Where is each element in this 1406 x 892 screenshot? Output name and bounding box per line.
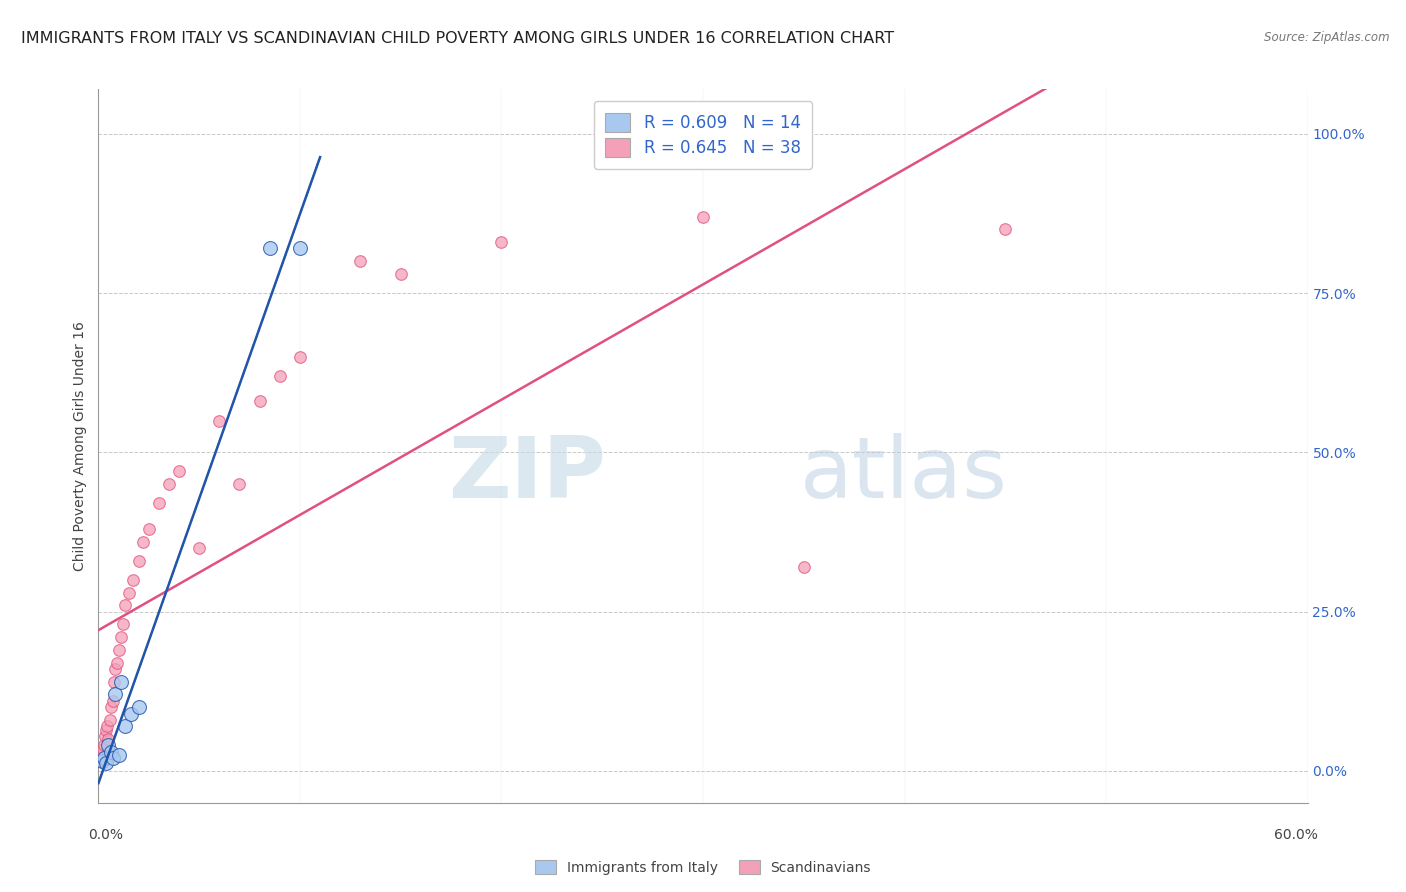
Y-axis label: Child Poverty Among Girls Under 16: Child Poverty Among Girls Under 16 bbox=[73, 321, 87, 571]
Point bbox=[103, 674, 125, 689]
Point bbox=[138, 522, 160, 536]
Point bbox=[994, 222, 1017, 236]
Point bbox=[103, 662, 125, 676]
Point bbox=[167, 465, 190, 479]
Point bbox=[132, 534, 155, 549]
Point bbox=[491, 235, 513, 249]
Point bbox=[249, 394, 271, 409]
Point bbox=[793, 560, 815, 574]
Legend: R = 0.609   N = 14, R = 0.645   N = 38: R = 0.609 N = 14, R = 0.645 N = 38 bbox=[593, 101, 813, 169]
Point bbox=[105, 656, 128, 670]
Point bbox=[692, 210, 714, 224]
Text: IMMIGRANTS FROM ITALY VS SCANDINAVIAN CHILD POVERTY AMONG GIRLS UNDER 16 CORRELA: IMMIGRANTS FROM ITALY VS SCANDINAVIAN CH… bbox=[21, 31, 894, 46]
Point bbox=[157, 477, 180, 491]
Point bbox=[288, 242, 311, 256]
Point bbox=[97, 739, 120, 753]
Point bbox=[118, 585, 141, 599]
Point bbox=[96, 756, 118, 771]
Point bbox=[96, 723, 118, 737]
Text: 60.0%: 60.0% bbox=[1274, 829, 1317, 842]
Point bbox=[107, 643, 129, 657]
Point bbox=[259, 242, 281, 256]
Point bbox=[389, 267, 412, 281]
Point bbox=[110, 630, 132, 644]
Point bbox=[93, 751, 115, 765]
Point bbox=[93, 741, 115, 756]
Point bbox=[148, 496, 170, 510]
Point bbox=[228, 477, 250, 491]
Point bbox=[121, 573, 143, 587]
Point bbox=[100, 700, 122, 714]
Point bbox=[91, 755, 114, 769]
Point bbox=[97, 732, 120, 747]
Point bbox=[114, 719, 136, 733]
Point bbox=[128, 700, 150, 714]
Point bbox=[89, 755, 111, 769]
Point bbox=[349, 254, 371, 268]
Point bbox=[128, 554, 150, 568]
Point bbox=[96, 719, 118, 733]
Point bbox=[91, 747, 114, 762]
Point bbox=[188, 541, 211, 555]
Legend: Immigrants from Italy, Scandinavians: Immigrants from Italy, Scandinavians bbox=[529, 855, 877, 880]
Point bbox=[208, 413, 231, 427]
Point bbox=[111, 617, 134, 632]
Text: Source: ZipAtlas.com: Source: ZipAtlas.com bbox=[1264, 31, 1389, 45]
Point bbox=[100, 745, 122, 759]
Point bbox=[288, 350, 311, 364]
Point bbox=[107, 747, 129, 762]
Text: atlas: atlas bbox=[800, 433, 1008, 516]
Text: 0.0%: 0.0% bbox=[89, 829, 124, 842]
Point bbox=[101, 694, 124, 708]
Point bbox=[114, 599, 136, 613]
Point bbox=[120, 706, 142, 721]
Text: ZIP: ZIP bbox=[449, 433, 606, 516]
Point bbox=[94, 729, 117, 743]
Point bbox=[103, 688, 125, 702]
Point bbox=[110, 674, 132, 689]
Point bbox=[269, 368, 291, 383]
Point bbox=[93, 739, 115, 753]
Point bbox=[101, 751, 124, 765]
Point bbox=[98, 713, 121, 727]
